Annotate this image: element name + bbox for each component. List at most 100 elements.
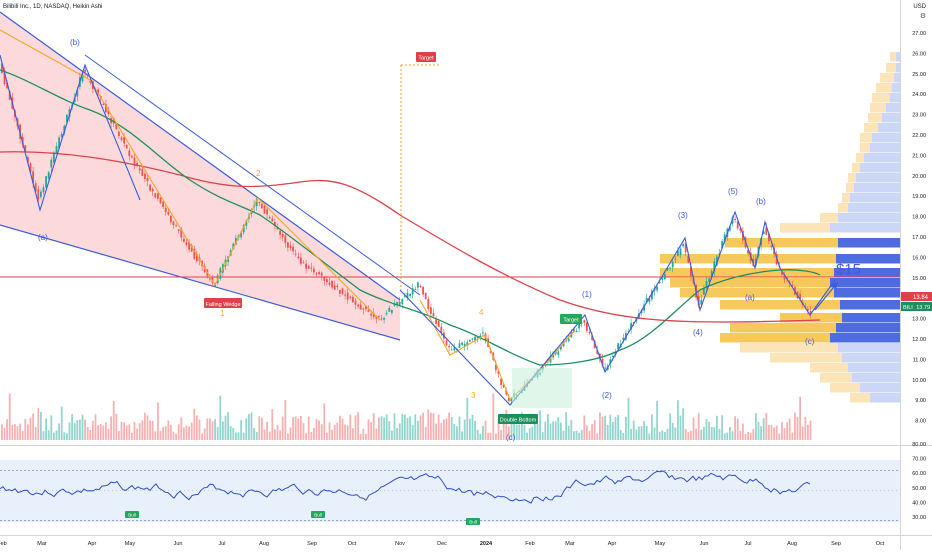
time-tick-label: Apr [88, 541, 97, 547]
price-tick-label: 27.00 [912, 31, 926, 37]
wedge-lower-line[interactable] [0, 224, 401, 341]
svg-text:Bull: Bull [128, 513, 136, 518]
volume-bars [1, 393, 812, 440]
pattern-line-orange[interactable] [0, 29, 381, 321]
settings-icon[interactable]: ⚙ [919, 13, 927, 20]
time-tick-label: Aug [787, 541, 797, 547]
price-tick-label: 16.00 [912, 255, 926, 261]
price-tick-label: 15.00 [912, 276, 926, 282]
last-price-tag-a: 13.84 [901, 292, 932, 301]
price-tick-label: 9.00 [915, 398, 926, 404]
elliott-wave-line[interactable] [399, 210, 836, 406]
label-wave-ii: (2) [602, 391, 612, 400]
currency-label: USD [913, 4, 926, 10]
price-tick-label: 26.00 [912, 51, 926, 57]
time-tick-label: Oct [876, 541, 885, 547]
price-tick-label: 22.00 [912, 133, 926, 139]
time-tick-label: Aug [259, 541, 269, 547]
price-tick-label: 25.00 [912, 72, 926, 78]
label-wave-4: 4 [479, 308, 484, 317]
price-tick-label: 17.00 [912, 235, 926, 241]
time-tick-label: Dec [437, 541, 447, 547]
rsi-tick-label: 60.00 [912, 471, 926, 477]
price-tick-label: 24.00 [912, 92, 926, 98]
wave-line-a[interactable] [0, 54, 141, 213]
label-projection: $15 [836, 261, 861, 278]
svg-text:Bull: Bull [314, 513, 322, 518]
label-wave-2: 2 [256, 169, 261, 178]
time-tick-label: 2024 [480, 541, 493, 547]
rsi-axis: 80.00 70.00 60.00 50.00 40.00 30.00 [912, 442, 926, 521]
price-tick-label: 20.00 [912, 174, 926, 180]
trend-line-b[interactable] [84, 54, 421, 296]
annotations: (b) (a) 2 1 4 3 (c) (1) (2) (3) (4) (5) … [38, 38, 861, 442]
bull-tag-1: Bull [125, 511, 139, 518]
rsi-tick-label: 80.00 [912, 442, 926, 448]
volume-profile [660, 52, 900, 403]
label-wave-c: (c) [506, 433, 516, 442]
wedge-upper-line[interactable] [0, 11, 401, 301]
falling-wedge-tag[interactable]: Falling Wedge [204, 298, 242, 308]
time-tick-label: Jul [218, 541, 225, 547]
price-tick-label: 8.00 [915, 419, 926, 425]
time-tick-label: May [125, 541, 136, 547]
last-price-tag-b: BILI 13.79 [901, 302, 932, 311]
svg-text:Bull: Bull [469, 520, 477, 525]
ma-200-line[interactable] [0, 151, 821, 323]
price-axis[interactable]: 27.00 26.00 25.00 24.00 23.00 22.00 21.00 20.00… [912, 31, 926, 425]
time-tick-label: Mar [565, 541, 575, 547]
arrow-head-icon [831, 282, 838, 289]
symbol-header[interactable]: Bilibili Inc., 1D, NASDAQ, Heikin Ashi [3, 4, 103, 10]
price-tick-label: 12.00 [912, 337, 926, 343]
time-tick-label: Mar [37, 541, 47, 547]
price-tick-label: 18.00 [912, 215, 926, 221]
double-bottom-tag[interactable]: Double Bottom [498, 414, 538, 424]
rsi-tick-label: 40.00 [912, 500, 926, 506]
label-wave-b2: (b) [756, 197, 766, 206]
time-tick-label: Apr [608, 541, 617, 547]
rsi-tick-label: 70.00 [912, 457, 926, 463]
svg-text:13.79: 13.79 [916, 305, 930, 311]
bull-tag-2: Bull [311, 511, 325, 518]
svg-text:Target: Target [418, 56, 434, 62]
time-tick-label: Oct [348, 541, 357, 547]
time-tick-label: Jun [174, 541, 183, 547]
time-tick-label: Nov [395, 541, 405, 547]
target-tag-mid[interactable]: Target [560, 314, 582, 324]
label-wave-v: (5) [728, 187, 738, 196]
price-tick-label: 13.00 [912, 317, 926, 323]
price-tick-label: 10.00 [912, 378, 926, 384]
label-wave-1: 1 [220, 309, 225, 318]
label-wave-iv: (4) [693, 328, 703, 337]
price-tick-label: 23.00 [912, 113, 926, 119]
time-tick-label: May [655, 541, 666, 547]
rsi-line[interactable] [0, 470, 811, 504]
label-wave-i: (1) [582, 290, 592, 299]
svg-text:13.84: 13.84 [913, 295, 929, 301]
price-tick-label: 11.00 [913, 357, 926, 363]
price-tick-label: 19.00 [912, 194, 926, 200]
ma-50-line[interactable] [0, 69, 821, 366]
time-tick-label: Feb [0, 541, 7, 547]
time-tick-label: Sep [831, 541, 841, 547]
label-wave-a2: (a) [745, 293, 755, 302]
time-tick-label: Jun [700, 541, 709, 547]
time-tick-label: Jul [744, 541, 751, 547]
price-tick-label: 21.00 [912, 153, 926, 159]
label-wave-iii: (3) [678, 211, 688, 220]
bull-tag-3: Bull [466, 518, 480, 525]
svg-text:Double Bottom: Double Bottom [500, 418, 537, 424]
rsi-tick-label: 30.00 [912, 515, 926, 521]
label-wave-a: (a) [38, 233, 48, 242]
double-bottom-zone [512, 368, 572, 408]
time-axis[interactable]: Feb Mar Apr May Jun Jul Aug Sep Oct Nov Dec 2024 Feb… [0, 541, 885, 547]
time-tick-label: Feb [525, 541, 534, 547]
label-wave-c2: (c) [805, 337, 815, 346]
svg-text:Falling Wedge: Falling Wedge [205, 302, 240, 308]
rsi-tick-label: 50.00 [912, 486, 926, 492]
svg-text:Target: Target [563, 318, 579, 324]
target-tag-top[interactable]: Target [416, 52, 436, 62]
pattern-line-orange-2[interactable] [419, 299, 576, 401]
